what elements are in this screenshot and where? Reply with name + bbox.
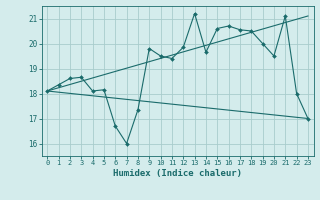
X-axis label: Humidex (Indice chaleur): Humidex (Indice chaleur) — [113, 169, 242, 178]
